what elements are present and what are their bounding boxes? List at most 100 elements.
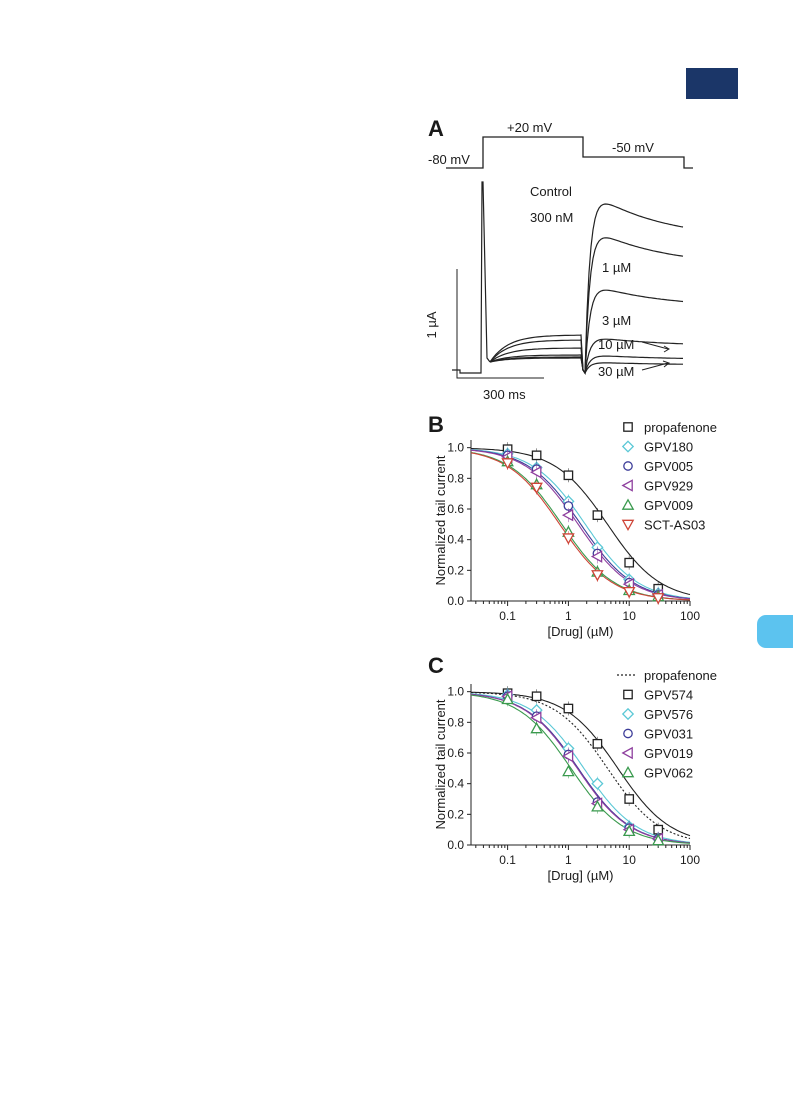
trace-5 [489, 357, 683, 375]
label-hold-voltage: -80 mV [428, 152, 470, 167]
legend-marker-gpv180 [621, 440, 635, 453]
legend-marker-gpv574 [623, 689, 633, 700]
trace-label-control: Control [530, 184, 572, 199]
legend-label-sct-as03: SCT-AS03 [644, 518, 705, 533]
data-point-gpv929 [530, 465, 542, 479]
data-point-gpv576 [591, 777, 604, 790]
panel-c: C 0.0 0.2 0.4 0.6 0.8 1.0 0.1 1 10 100 [Drug] (µM)… [428, 653, 717, 883]
plot-c: 0.0 0.2 0.4 0.6 0.8 1.0 0.1 1 10 100 [Drug] (µM) No… [433, 668, 717, 883]
panel-b: B 0.0 0.2 0.4 0.6 0.8 1.0 0.1 1 10 100 [Drug] (µM)… [428, 412, 717, 639]
legend-label-gpv180: GPV180 [644, 440, 693, 455]
data-point-sct-as03 [501, 458, 514, 470]
panel-a-letter: A [428, 116, 444, 141]
panel-c-letter: C [428, 653, 444, 678]
data-point-gpv574 [592, 738, 603, 749]
arrowhead-30um [662, 360, 671, 368]
legend-label-propafenone: propafenone [644, 668, 717, 683]
x-axis-label: [Drug] (µM) [548, 868, 614, 883]
arrow-10um [641, 341, 669, 350]
y-tick-label: 0.6 [447, 502, 464, 516]
data-point-gpv062 [622, 824, 636, 837]
data-point-sct-as03 [591, 570, 604, 582]
arrow-30um [641, 362, 669, 371]
x-axis-label: [Drug] (µM) [548, 624, 614, 639]
label-tail-voltage: -50 mV [612, 140, 654, 155]
trace-2 [489, 289, 684, 375]
arrowhead-10um [663, 345, 670, 353]
x-tick-label: 0.1 [499, 853, 516, 867]
data-point-propafenone [624, 557, 635, 568]
trace-3 [489, 338, 684, 375]
scale-bar [456, 269, 544, 379]
legend-marker-gpv009 [621, 498, 635, 510]
legend-marker-gpv031 [623, 728, 633, 739]
x-tick-label: 1 [565, 853, 572, 867]
x-tick-label: 100 [680, 853, 700, 867]
y-tick-label: 0.8 [447, 471, 464, 485]
trace-label-3um: 3 µM [602, 313, 631, 328]
scale-time-label: 300 ms [483, 387, 526, 402]
trace-label-30um: 30 µM [598, 364, 634, 379]
trace-1 [489, 237, 684, 375]
capacitive-transient [452, 181, 491, 374]
legend-marker-gpv019 [621, 746, 633, 760]
current-traces [452, 181, 684, 375]
data-point-gpv574 [563, 703, 574, 714]
y-tick-label: 0.6 [447, 746, 464, 760]
panel-a: A -80 mV +20 mV -50 mV Control 300 nM 1 … [424, 116, 693, 402]
trace-0 [489, 203, 684, 375]
y-tick-label: 0.8 [447, 715, 464, 729]
legend-label-gpv574: GPV574 [644, 688, 693, 703]
y-axis-label: Normalized tail current [433, 455, 448, 585]
legend-marker-gpv929 [621, 479, 633, 492]
panel-b-letter: B [428, 412, 444, 437]
data-point-propafenone [531, 450, 542, 461]
y-tick-label: 0.2 [447, 807, 464, 821]
y-tick-label: 1.0 [447, 685, 464, 699]
legend-label-gpv005: GPV005 [644, 459, 693, 474]
plot-b: 0.0 0.2 0.4 0.6 0.8 1.0 0.1 1 10 100 [Drug] (µM) No… [433, 420, 717, 639]
trace-4 [489, 355, 683, 375]
data-point-sct-as03 [651, 593, 665, 605]
data-point-gpv574 [531, 691, 542, 702]
y-tick-label: 0.0 [447, 594, 464, 608]
label-step-voltage: +20 mV [507, 120, 552, 135]
data-point-gpv929 [590, 550, 603, 563]
legend-label-gpv031: GPV031 [644, 727, 693, 742]
data-point-gpv574 [624, 794, 635, 804]
legend-label-gpv929: GPV929 [644, 479, 693, 494]
x-tick-label: 100 [680, 609, 700, 623]
data-point-gpv019 [561, 749, 574, 763]
trace-label-1um: 1 µM [602, 260, 631, 275]
y-tick-label: 0.4 [447, 533, 464, 547]
legend-label-gpv576: GPV576 [644, 707, 693, 722]
journal-badge [686, 68, 738, 99]
trace-label-10um: 10 µM [598, 337, 634, 352]
data-point-gpv062 [562, 764, 575, 777]
legend-marker-gpv062 [621, 765, 635, 778]
legend-marker-gpv005 [623, 461, 633, 471]
y-tick-label: 0.0 [447, 838, 464, 852]
legend-marker-gpv576 [621, 707, 635, 721]
data-point-gpv062 [591, 800, 604, 812]
data-point-propafenone [563, 470, 574, 481]
data-point-sct-as03 [530, 482, 543, 495]
data-point-gpv062 [530, 721, 543, 734]
data-point-propafenone [592, 510, 603, 520]
y-axis-label: Normalized tail current [433, 699, 448, 829]
data-point-gpv929 [561, 508, 574, 522]
x-tick-label: 1 [565, 609, 572, 623]
data-point-gpv062 [501, 692, 514, 705]
section-tab [757, 615, 793, 648]
y-tick-label: 0.2 [447, 563, 464, 577]
legend-label-gpv019: GPV019 [644, 746, 693, 761]
data-point-gpv019 [530, 711, 542, 725]
data-point-gpv062 [651, 833, 665, 846]
data-point-sct-as03 [622, 586, 636, 599]
legend-label-propafenone: propafenone [644, 420, 717, 435]
scale-current-label: 1 µA [424, 311, 439, 338]
data-point-sct-as03 [562, 533, 575, 545]
x-tick-label: 10 [623, 609, 637, 623]
